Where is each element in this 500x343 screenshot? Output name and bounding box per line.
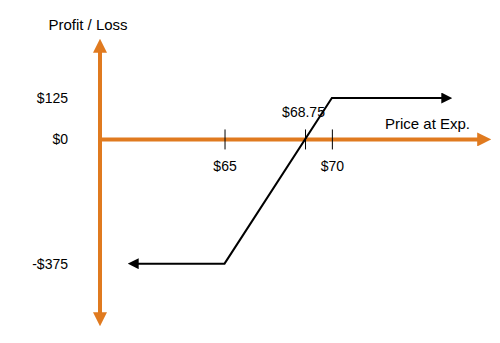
x-axis-title: Price at Exp. bbox=[385, 115, 470, 132]
x-tick: $70 bbox=[321, 129, 345, 174]
y-tick: $0 bbox=[52, 131, 100, 147]
x-tick-label: $65 bbox=[213, 158, 237, 174]
y-axis: -$375 $0 $125 bbox=[32, 50, 100, 315]
x-axis-line bbox=[100, 137, 480, 141]
y-tick-label: $0 bbox=[52, 131, 68, 147]
y-tick-label: -$375 bbox=[32, 256, 68, 272]
x-tick-label: $70 bbox=[321, 158, 345, 174]
y-tick: -$375 bbox=[32, 256, 100, 272]
y-axis-title: Profit / Loss bbox=[48, 16, 127, 33]
x-tick-mark bbox=[332, 129, 333, 149]
x-tick-mark bbox=[225, 129, 226, 149]
y-tick-label: $125 bbox=[37, 90, 68, 106]
chart: -$375$0$125$65$68.75$70Profit / LossPric… bbox=[0, 0, 500, 343]
y-tick: $125 bbox=[37, 90, 100, 106]
y-axis-line bbox=[98, 50, 102, 315]
x-tick: $65 bbox=[213, 129, 237, 174]
